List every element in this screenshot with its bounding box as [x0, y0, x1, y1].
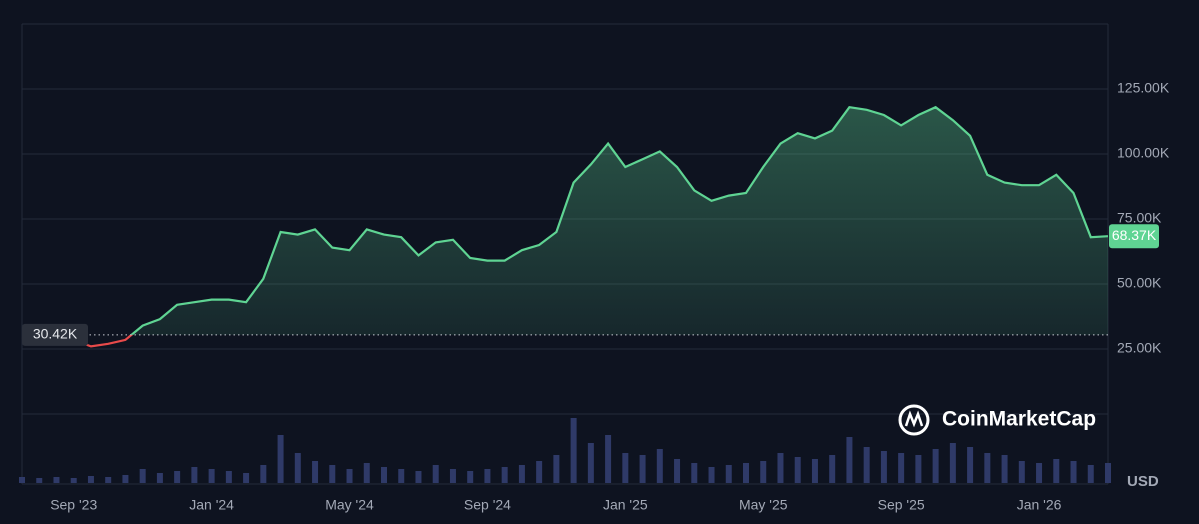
- volume-bar: [708, 467, 715, 483]
- watermark: CoinMarketCap: [942, 408, 1096, 431]
- y-tick-label: 100.00K: [1117, 145, 1170, 161]
- volume-bar: [139, 469, 146, 483]
- last-price-box: [1109, 224, 1159, 249]
- volume-bar: [19, 477, 25, 483]
- volume-bar: [932, 449, 939, 483]
- volume-bar: [1053, 459, 1060, 483]
- baseline-label: 30.42K: [33, 326, 78, 342]
- y-tick-label: 75.00K: [1117, 210, 1162, 226]
- x-tick-label: May '24: [325, 497, 374, 513]
- volume-bar: [53, 477, 60, 483]
- volume-bar: [984, 453, 991, 483]
- volume-bar: [863, 447, 870, 483]
- volume-bar: [277, 435, 284, 483]
- volume-bar: [36, 478, 43, 483]
- volume-bar: [329, 465, 336, 483]
- volume-bar: [794, 457, 801, 483]
- volume-bar: [570, 418, 577, 483]
- volume-bar: [1001, 455, 1008, 483]
- x-tick-label: Sep '24: [464, 497, 511, 513]
- volume-bar: [122, 475, 129, 483]
- volume-bar: [967, 447, 974, 483]
- volume-bar: [829, 455, 836, 483]
- volume-bar: [105, 477, 112, 483]
- y-tick-label: 25.00K: [1117, 340, 1162, 356]
- volume-bar: [691, 463, 698, 483]
- volume-bar: [949, 443, 956, 483]
- volume-bar: [191, 467, 198, 483]
- volume-bar: [1087, 465, 1094, 483]
- volume-bar: [346, 469, 353, 483]
- volume-bar: [846, 437, 853, 483]
- volume-bar: [811, 459, 818, 483]
- volume-bar: [1018, 461, 1025, 483]
- volume-bar: [312, 461, 319, 483]
- volume-bar: [1105, 463, 1111, 483]
- volume-bar: [915, 455, 922, 483]
- volume-bar: [398, 469, 405, 483]
- volume-bar: [381, 467, 387, 483]
- volume-bar: [501, 467, 508, 483]
- x-tick-label: Sep '25: [878, 497, 925, 513]
- logo-icon: [898, 404, 930, 436]
- volume-bar: [260, 465, 267, 483]
- x-tick-label: Jan '26: [1017, 497, 1062, 513]
- x-tick-label: Jan '24: [189, 497, 234, 513]
- volume-bar: [553, 455, 560, 483]
- volume-bar: [294, 453, 301, 483]
- volume-bar: [725, 465, 732, 483]
- volume-bar: [605, 435, 612, 483]
- volume-bar: [415, 471, 422, 483]
- volume-bar: [363, 463, 370, 483]
- volume-bar: [87, 476, 94, 483]
- volume-bar: [656, 449, 663, 483]
- volume-bar: [467, 471, 474, 483]
- volume-bar: [898, 453, 905, 483]
- x-tick-label: Sep '23: [50, 497, 97, 513]
- volume-bar: [1036, 463, 1043, 483]
- volume-bar: [622, 453, 629, 483]
- volume-bar: [639, 455, 646, 483]
- volume-bar: [225, 471, 232, 483]
- volume-bar: [518, 465, 525, 483]
- volume-bar: [880, 451, 887, 483]
- volume-bar: [70, 478, 77, 483]
- baseline-box: [22, 323, 88, 346]
- price-line: [129, 105, 1109, 335]
- volume-bar: [174, 471, 181, 483]
- y-tick-label: 125.00K: [1117, 80, 1170, 96]
- volume-bar: [760, 461, 767, 483]
- price-area: [131, 107, 1108, 335]
- volume-bar: [449, 469, 456, 483]
- volume-bar: [208, 469, 215, 483]
- volume-bar: [1070, 461, 1077, 483]
- volume-bar: [156, 473, 163, 483]
- last-price-label: 68.37K: [1112, 227, 1157, 243]
- currency-label: USD: [1127, 473, 1159, 490]
- x-tick-label: Jan '25: [603, 497, 648, 513]
- logo: CoinMarketCap: [898, 404, 1096, 436]
- logo-glyph: [904, 410, 924, 428]
- volume-bar: [536, 461, 543, 483]
- y-tick-label: 50.00K: [1117, 275, 1162, 291]
- volume-bar: [777, 453, 784, 483]
- volume-bar: [484, 469, 491, 483]
- volume-bar: [674, 459, 681, 483]
- volume-bar: [432, 465, 439, 483]
- volume-bar: [243, 473, 250, 483]
- volume-bar: [587, 443, 594, 483]
- volume-bar: [743, 463, 749, 483]
- x-tick-label: May '25: [739, 497, 788, 513]
